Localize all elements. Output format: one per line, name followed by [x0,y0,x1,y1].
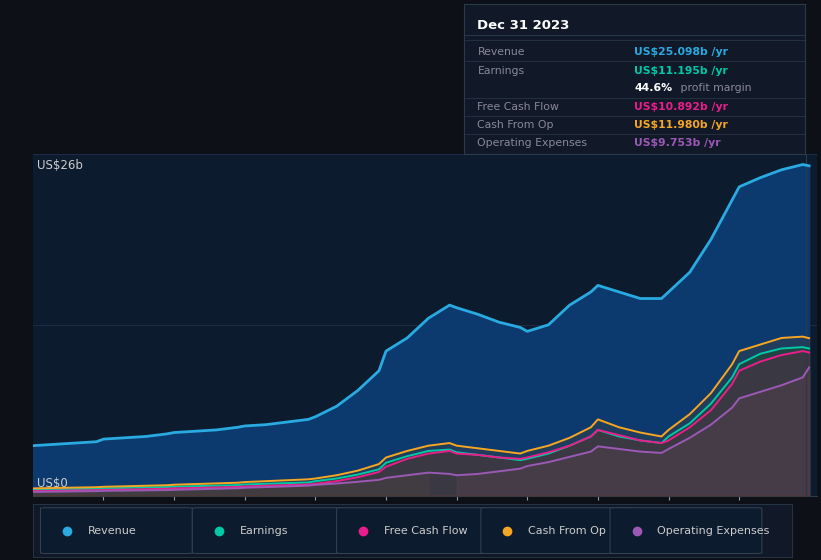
Text: Cash From Op: Cash From Op [478,120,554,130]
Text: Earnings: Earnings [240,526,288,535]
Text: US$25.098b /yr: US$25.098b /yr [635,47,728,57]
Text: Free Cash Flow: Free Cash Flow [478,102,559,113]
FancyBboxPatch shape [192,508,344,553]
Text: Operating Expenses: Operating Expenses [478,138,588,148]
Text: US$9.753b /yr: US$9.753b /yr [635,138,721,148]
FancyBboxPatch shape [337,508,488,553]
Text: Earnings: Earnings [478,67,525,77]
Text: Dec 31 2023: Dec 31 2023 [478,19,570,32]
Text: 44.6%: 44.6% [635,83,672,93]
FancyBboxPatch shape [481,508,633,553]
Text: Operating Expenses: Operating Expenses [657,526,769,535]
Text: US$11.195b /yr: US$11.195b /yr [635,67,728,77]
Text: US$11.980b /yr: US$11.980b /yr [635,120,728,130]
FancyBboxPatch shape [40,508,192,553]
Text: Revenue: Revenue [88,526,136,535]
Text: profit margin: profit margin [677,83,752,93]
Text: US$10.892b /yr: US$10.892b /yr [635,102,728,113]
Text: Cash From Op: Cash From Op [528,526,606,535]
Text: Revenue: Revenue [478,47,525,57]
Text: US$26b: US$26b [37,159,83,172]
FancyBboxPatch shape [610,508,762,553]
Text: US$0: US$0 [37,478,67,491]
Text: Free Cash Flow: Free Cash Flow [383,526,467,535]
